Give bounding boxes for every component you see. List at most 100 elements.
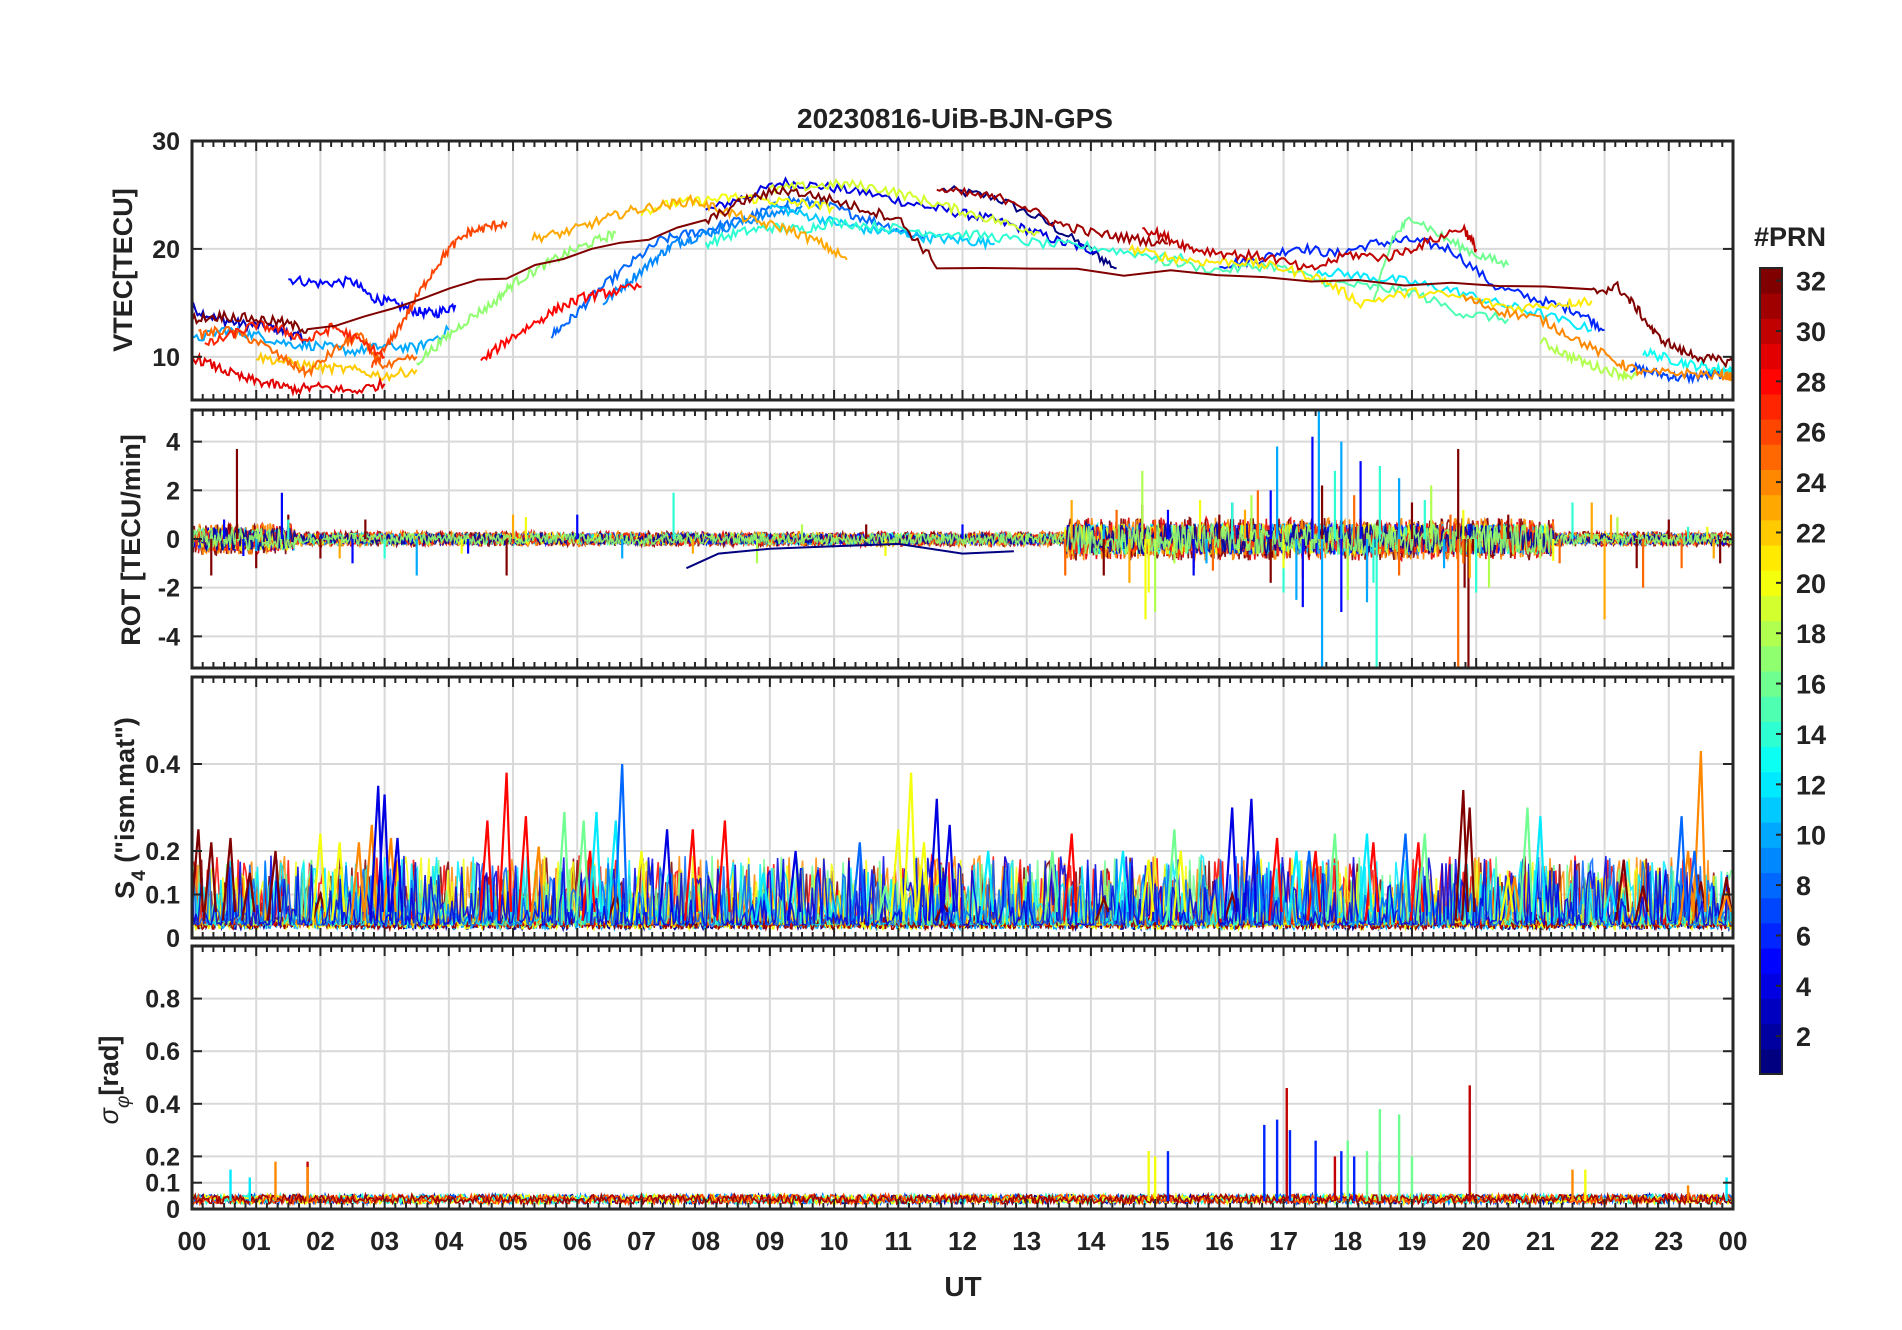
- rot-ticks: [191, 410, 1734, 668]
- s4-peak-prn-16: [1326, 833, 1341, 921]
- s4-peak-prn-32: [1460, 807, 1476, 921]
- sigma-phi-ylabel-rest: [rad]: [94, 1036, 124, 1096]
- vtec-series-line-prn-13: [1642, 347, 1733, 377]
- s4-peak-prn-8: [851, 842, 866, 921]
- s4-peak-prn-32: [241, 872, 256, 921]
- x-tick-label: 10: [820, 1226, 849, 1256]
- s4-peak-prn-4: [1223, 807, 1238, 921]
- s4-peak-prn-24: [382, 837, 397, 921]
- colorbar-tick-label: 22: [1796, 518, 1826, 548]
- s4-peak-prn-32: [1223, 890, 1238, 921]
- s4-peak-prn-32: [311, 890, 327, 921]
- vtec-series-line-prn-27: [204, 319, 386, 360]
- colorbar-cell-prn-11: [1760, 796, 1782, 823]
- colorbar-cell-prn-24: [1760, 469, 1782, 496]
- colorbar-tick-label: 28: [1796, 367, 1826, 397]
- s4-peak-prn-16: [1165, 829, 1181, 921]
- s4-peak-prn-28: [1306, 850, 1322, 921]
- s4-peak-prn-28: [684, 829, 699, 921]
- colorbar-cell-prn-31: [1760, 293, 1782, 319]
- colorbar-tick-label: 6: [1796, 921, 1811, 951]
- s4-peak-prn-24: [363, 824, 378, 921]
- s4-peak-prn-20: [632, 850, 648, 921]
- s4-peak-prn-4: [658, 829, 673, 921]
- sigma-phi-ticks: [191, 946, 1734, 1210]
- s4-ytick-label: 0.1: [145, 882, 180, 910]
- rot-ytick-labels: -4 -2 0 2 4: [158, 429, 180, 652]
- colorbar-cell-prn-21: [1760, 545, 1782, 571]
- colorbar-cell-prn-3: [1760, 998, 1782, 1025]
- s4-peak-prn-12: [1114, 850, 1129, 921]
- vtec-series-line-prn-9: [602, 204, 803, 306]
- vtec-ytick-label: 30: [152, 128, 180, 156]
- s4-peak-prn-28: [581, 850, 596, 921]
- s4-peak-prn-20: [311, 833, 327, 921]
- colorbar-cell-prn-8: [1760, 872, 1782, 899]
- s4-peak-prn-28: [1062, 833, 1078, 921]
- sigma-phi-ytick-labels: 00.10.2 0.4 0.6 0.8: [145, 986, 180, 1224]
- colorbar-cell-prn-23: [1760, 494, 1782, 521]
- s4-peak-prn-4: [369, 785, 384, 921]
- x-tick-label: 09: [755, 1226, 784, 1256]
- panel-vtec: 10 20 30 VTEC[TECU]: [108, 128, 1735, 402]
- colorbar-cell-prn-1: [1760, 1048, 1782, 1075]
- s4-peak-prn-20: [1172, 850, 1187, 921]
- s4-peak-prn-20: [889, 829, 904, 921]
- s4-ylabel-sub: 4: [129, 870, 150, 881]
- vtec-series-line-prn-30: [1142, 223, 1478, 271]
- colorbar-tick-label: 4: [1796, 972, 1811, 1002]
- s4-peak-prn-32: [1717, 876, 1733, 921]
- x-tick-label: 22: [1590, 1226, 1619, 1256]
- colorbar-cell-prn-30: [1760, 318, 1782, 345]
- vtec-series-line-prn-28: [480, 282, 642, 362]
- colorbar-cell-prn-10: [1760, 822, 1782, 848]
- colorbar-tick-label: 30: [1796, 317, 1826, 347]
- vtec-series: [192, 176, 1733, 397]
- sigma-phi-ytick-label: 0: [166, 1196, 180, 1224]
- s4-ylabel: S4 ("ism.mat"): [110, 717, 150, 899]
- x-tick-label: 05: [499, 1226, 528, 1256]
- sigma-phi-ytick-label: 0.4: [145, 1091, 180, 1119]
- colorbar-cell-prn-20: [1760, 570, 1782, 596]
- s4-peak-prn-24: [1505, 876, 1521, 921]
- vtec-series-line-prn-18: [1539, 336, 1638, 383]
- s4-peak-prn-20: [902, 772, 917, 921]
- s4-peak-prn-28: [517, 816, 532, 921]
- s4-peak-prn-32: [202, 842, 217, 921]
- colorbar-cell-prn-29: [1760, 343, 1782, 370]
- s4-peak-prn-20: [1499, 876, 1514, 921]
- colorbar-tick-label: 8: [1796, 871, 1811, 901]
- s4-peak-prn-8: [1300, 850, 1315, 921]
- colorbar-cell-prn-32: [1760, 268, 1782, 294]
- s4-ytick-label: 0.2: [145, 838, 180, 866]
- s4-peak-prn-24: [350, 842, 365, 921]
- s4-peak-prn-8: [1672, 816, 1688, 921]
- colorbar-cells: [1759, 267, 1783, 1075]
- s4-peak-prn-28: [1268, 837, 1283, 921]
- colorbar-cell-prn-28: [1760, 368, 1782, 395]
- colorbar-cell-prn-6: [1760, 922, 1782, 949]
- s4-ytick-label: 0: [166, 925, 180, 953]
- vtec-ylabel: VTEC[TECU]: [108, 188, 138, 352]
- vtec-series-line-prn-24: [1462, 294, 1733, 382]
- s4-peak-prn-16: [876, 885, 892, 921]
- x-tick-label: 06: [563, 1226, 592, 1256]
- colorbar-cell-prn-9: [1760, 847, 1782, 873]
- x-tick-label: 12: [948, 1226, 977, 1256]
- x-axis-label: UT: [944, 1271, 981, 1302]
- sigma-phi-ytick-label: 0.6: [145, 1038, 180, 1066]
- s4-peak-prn-32: [1095, 895, 1110, 921]
- rot-ytick-label: -4: [158, 623, 180, 651]
- s4-peak-prn-4: [375, 794, 391, 921]
- x-tick-label: 08: [691, 1226, 720, 1256]
- rot-ytick-label: 2: [166, 477, 180, 505]
- s4-peak-prn-12: [1358, 833, 1373, 921]
- x-tick-label: 00: [1719, 1226, 1748, 1256]
- x-tick-label: 15: [1141, 1226, 1170, 1256]
- panel-sigma-phi: 00.10.2 0.4 0.6 0.8 σφ[rad]: [94, 944, 1735, 1224]
- vtec-ytick-label: 20: [152, 236, 180, 264]
- s4-peak-prn-32: [1634, 885, 1649, 921]
- colorbar-tick-label: 16: [1796, 670, 1826, 700]
- vtec-series-line-prn-1: [942, 185, 1117, 270]
